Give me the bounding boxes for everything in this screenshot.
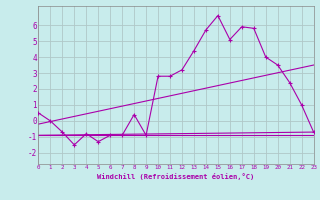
X-axis label: Windchill (Refroidissement éolien,°C): Windchill (Refroidissement éolien,°C) [97, 173, 255, 180]
